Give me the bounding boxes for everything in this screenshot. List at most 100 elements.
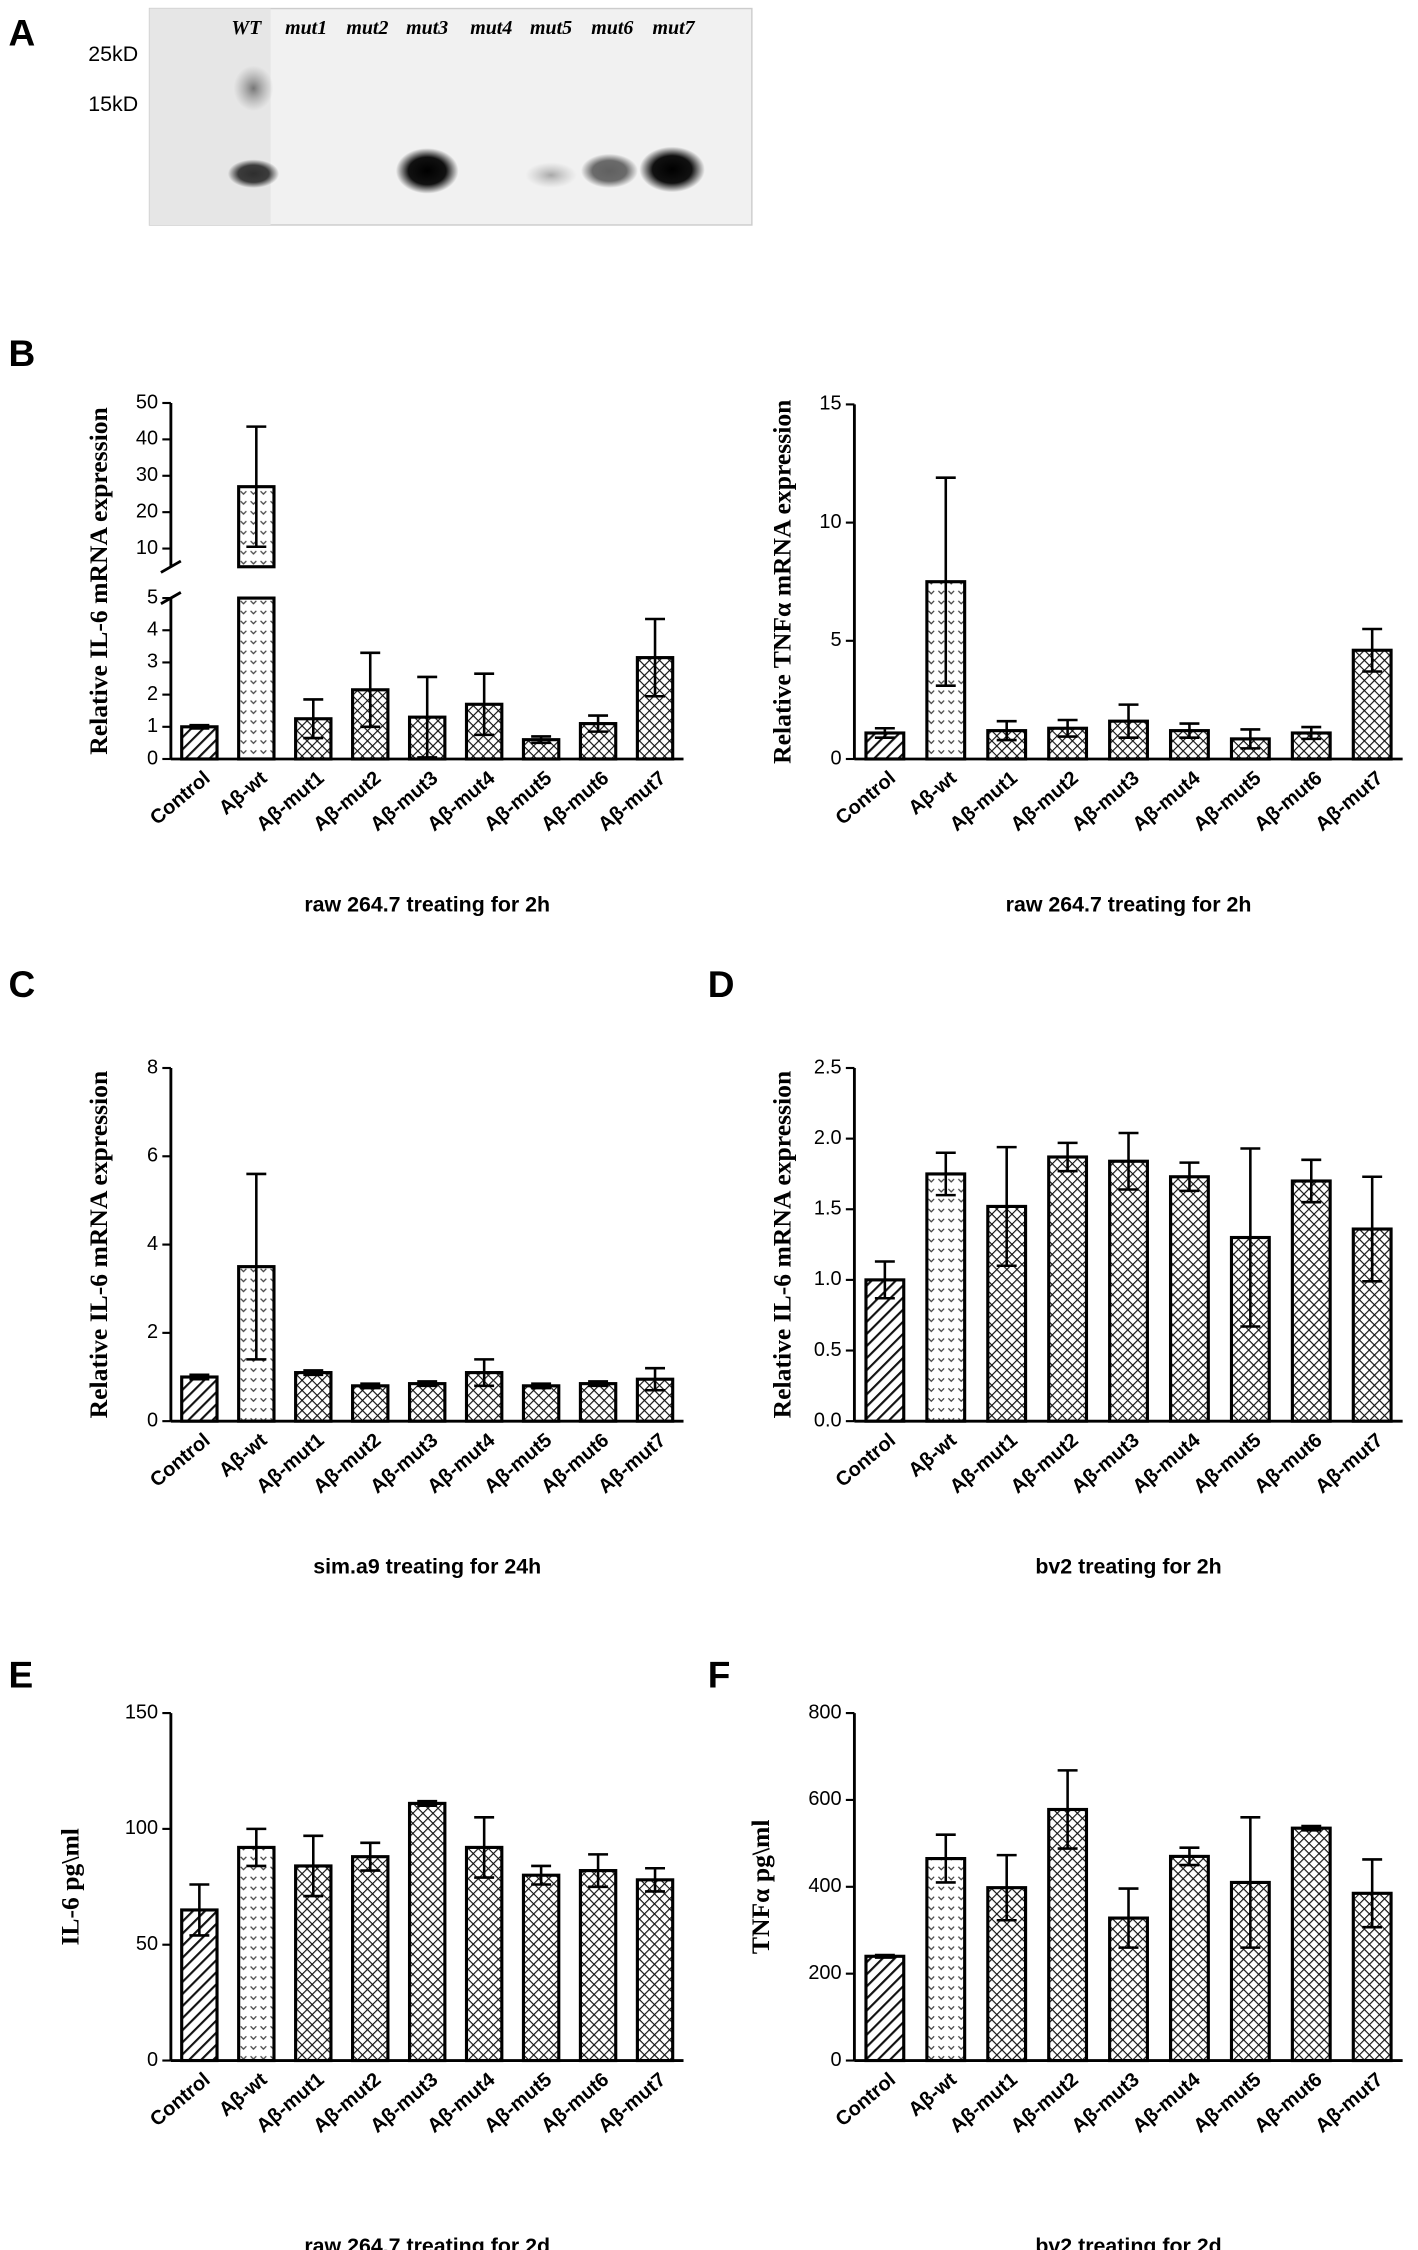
panel-label: E <box>9 1653 34 1695</box>
y-tick-label: 400 <box>808 1875 841 1897</box>
lane-label: mut1 <box>285 17 327 39</box>
blot-band <box>525 162 577 188</box>
bar <box>578 1869 618 2063</box>
y-tick-label: 200 <box>808 1962 841 1984</box>
chart: E IL-6 pg\ml raw 264.7 treating for 2d 0 50 1… <box>9 1653 684 2250</box>
x-tick-label: Control <box>146 1429 214 1491</box>
x-tick-label: Control <box>832 2069 900 2131</box>
y-tick-label: 10 <box>819 511 841 533</box>
y-axis-label: Relative TNFα mRNA expression <box>767 400 796 764</box>
bar <box>180 725 219 761</box>
y-tick-label: 2.5 <box>814 1056 842 1078</box>
bar <box>1229 1235 1271 1423</box>
bar <box>864 1278 906 1423</box>
bar <box>1108 1916 1149 2063</box>
bar <box>1047 1155 1089 1423</box>
lane-label: mut3 <box>406 17 448 39</box>
chart: Relative TNFα mRNA expression raw 264.7 t… <box>767 393 1403 916</box>
axis-break <box>160 559 182 574</box>
y-tick-label: 30 <box>136 464 158 486</box>
x-tick-label: Control <box>832 767 900 829</box>
bar <box>464 1845 504 2063</box>
y-tick-label: 0 <box>830 747 841 769</box>
x-tick-label: Control <box>146 767 214 829</box>
bar <box>578 1382 618 1423</box>
y-tick-label: 150 <box>125 1701 158 1723</box>
panel-label: B <box>9 332 36 374</box>
lane-label: mut4 <box>470 17 512 39</box>
panel-label: F <box>708 1653 731 1695</box>
lane-label: WT <box>231 17 262 39</box>
bar <box>1168 1175 1210 1423</box>
bar <box>180 1375 219 1423</box>
y-tick-label: 3 <box>147 651 158 673</box>
y-tick-label: 600 <box>808 1788 841 1810</box>
bar <box>925 1172 967 1423</box>
blot-smear <box>233 65 274 112</box>
y-tick-label: 2.0 <box>814 1127 842 1149</box>
lane-label: mut2 <box>346 17 388 39</box>
bar <box>407 1801 447 2063</box>
y-tick-label: 800 <box>808 1701 841 1723</box>
y-tick-label: 15 <box>819 393 841 415</box>
y-tick-label: 0.0 <box>814 1409 842 1431</box>
y-tick-label: 0 <box>830 2049 841 2071</box>
y-tick-label: 1.0 <box>814 1268 842 1290</box>
y-axis-label: IL-6 pg\ml <box>55 1828 84 1945</box>
bar <box>1290 1826 1332 2063</box>
chart: F TNFα pg\ml bv2 treating for 2d 0 200 400 600… <box>708 1653 1403 2250</box>
y-tick-label: 0 <box>147 747 158 769</box>
x-axis-label: raw 264.7 treating for 2h <box>1006 892 1252 916</box>
y-tick-label: 2 <box>147 1321 158 1343</box>
bar <box>521 1873 561 2063</box>
bar <box>578 722 618 761</box>
y-tick-label: 4 <box>147 1233 158 1255</box>
y-axis-label: TNFα pg\ml <box>746 1819 775 1954</box>
y-tick-label: 1.5 <box>814 1198 842 1220</box>
bar <box>351 1855 390 2063</box>
lane-label: mut5 <box>530 17 572 39</box>
y-tick-label: 50 <box>136 391 158 413</box>
blot <box>148 7 753 226</box>
marker-label: 15kD <box>88 92 138 116</box>
y-tick-label: 50 <box>136 1933 158 1955</box>
x-tick-label: Aβ-mut7 <box>1311 1429 1387 1498</box>
chart: B Relative IL-6 mRNA expression raw 264.7 … <box>9 332 684 916</box>
y-tick-label: 0 <box>147 2049 158 2071</box>
y-tick-label: 0.5 <box>814 1339 842 1361</box>
y-tick-label: 2 <box>147 683 158 705</box>
marker-label: 25kD <box>88 42 138 66</box>
y-tick-label: 40 <box>136 428 158 450</box>
x-axis-label: bv2 treating for 2h <box>1035 1555 1221 1579</box>
bar <box>864 1954 906 2063</box>
y-tick-label: 100 <box>125 1817 158 1839</box>
x-tick-label: Control <box>832 1429 900 1491</box>
x-axis-label: raw 264.7 treating for 2h <box>304 892 550 916</box>
blot-marker-lane <box>149 8 271 225</box>
x-tick-label: Aβ-mut7 <box>1311 767 1387 836</box>
panel-label: A <box>9 12 36 54</box>
y-tick-label: 5 <box>147 586 158 608</box>
chart: C Relative IL-6 mRNA expression sim.a9 tre… <box>9 963 684 1579</box>
blot-band <box>227 159 280 188</box>
figure-body: A WT mut1 mut2 mut3 mut4 mut5 mut6 mut7 25kD 15kD… <box>9 7 1403 2250</box>
blot-band <box>395 148 459 194</box>
bar <box>1168 1854 1210 2063</box>
bar <box>294 1371 333 1423</box>
lane-label: mut6 <box>591 17 633 39</box>
y-tick-label: 10 <box>136 537 158 559</box>
bar <box>237 1845 276 2063</box>
bar <box>294 1864 333 2063</box>
y-axis-label: Relative IL-6 mRNA expression <box>84 407 113 755</box>
bar <box>407 1382 447 1423</box>
x-axis-label: bv2 treating for 2d <box>1035 2234 1221 2250</box>
y-tick-label: 6 <box>147 1145 158 1167</box>
y-tick-label: 20 <box>136 500 158 522</box>
y-tick-label: 8 <box>147 1056 158 1078</box>
y-tick-label: 4 <box>147 619 158 641</box>
blot-band <box>639 146 705 193</box>
lane-label: mut7 <box>653 17 696 39</box>
x-axis-label: raw 264.7 treating for 2d <box>304 2234 550 2250</box>
